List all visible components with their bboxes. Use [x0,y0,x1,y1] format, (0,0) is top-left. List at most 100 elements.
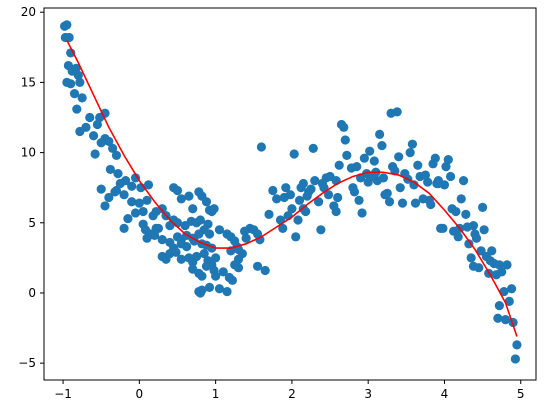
data-point [310,176,320,186]
data-point [161,254,171,264]
data-point [130,173,141,183]
data-point [71,63,81,73]
data-point [382,188,392,198]
data-point [494,301,504,311]
data-point [426,199,436,210]
data-point [209,204,219,214]
data-point [157,235,167,245]
data-point [241,233,251,243]
data-point [195,215,205,225]
data-point [203,219,213,229]
data-point [127,181,137,191]
data-point [119,190,129,200]
data-point [384,197,395,207]
data-point [359,153,369,163]
data-point [487,246,497,256]
data-point [443,155,453,165]
data-point [468,220,479,231]
data-point [456,194,466,204]
data-point [85,112,95,123]
x-tick-label: 2 [288,387,296,401]
data-point [204,282,215,292]
data-point [433,178,443,189]
data-point [75,77,85,87]
data-point [252,261,263,271]
data-point [188,204,198,214]
data-point [130,208,141,218]
data-point [72,104,82,114]
data-point [197,271,207,281]
data-point [264,209,274,219]
data-point [423,177,433,187]
data-point [395,183,405,193]
data-point [233,263,244,273]
data-point [291,232,301,242]
data-point [471,233,482,243]
data-point [445,171,456,182]
data-point [375,129,385,139]
data-point [90,149,100,159]
data-point [349,187,360,197]
data-point [502,260,512,270]
data-point [214,225,225,235]
data-point [298,178,308,189]
x-tick-label: −1 [54,387,72,401]
data-point [211,271,221,281]
data-point [88,131,99,141]
y-tick-label: 20 [21,5,36,19]
data-point [306,184,316,194]
data-point [504,296,514,306]
data-point [81,122,91,132]
data-point [189,236,199,246]
data-point [191,251,202,262]
data-point [512,340,522,350]
data-point [272,194,282,204]
data-point [222,286,232,297]
y-tick-label: −5 [18,356,36,370]
data-point [340,135,350,145]
axes-frame [43,7,537,381]
data-point [278,223,288,233]
data-point [62,20,72,30]
data-point [392,107,402,117]
data-point [197,285,207,295]
data-point [199,249,209,259]
data-point [233,254,244,264]
data-point [256,142,266,152]
data-point [111,185,122,196]
data-point [104,136,114,146]
fit-curve-layer [66,39,518,337]
data-point [500,315,511,325]
data-point [104,192,114,203]
data-point [108,143,118,153]
data-point [369,156,379,166]
data-point [479,225,489,235]
data-point [342,150,352,160]
data-point [407,139,418,149]
data-point [289,149,299,159]
y-tick-label: 0 [28,286,36,300]
data-point [211,253,221,263]
data-point [478,202,488,212]
data-point [453,232,463,242]
data-point [316,225,326,235]
data-point [204,229,215,239]
data-point [127,197,137,207]
data-point [184,191,194,201]
data-point [123,213,133,224]
data-point [73,70,83,80]
data-point [64,32,74,43]
data-point [176,254,186,264]
data-point [171,247,181,257]
data-point [494,260,504,270]
data-point [377,140,387,151]
data-point [365,146,375,156]
data-point [138,206,148,217]
data-point [510,354,520,364]
data-point [333,192,343,203]
data-point [493,313,503,323]
data-point [157,204,167,214]
data-point [410,198,421,208]
data-point [142,233,152,243]
